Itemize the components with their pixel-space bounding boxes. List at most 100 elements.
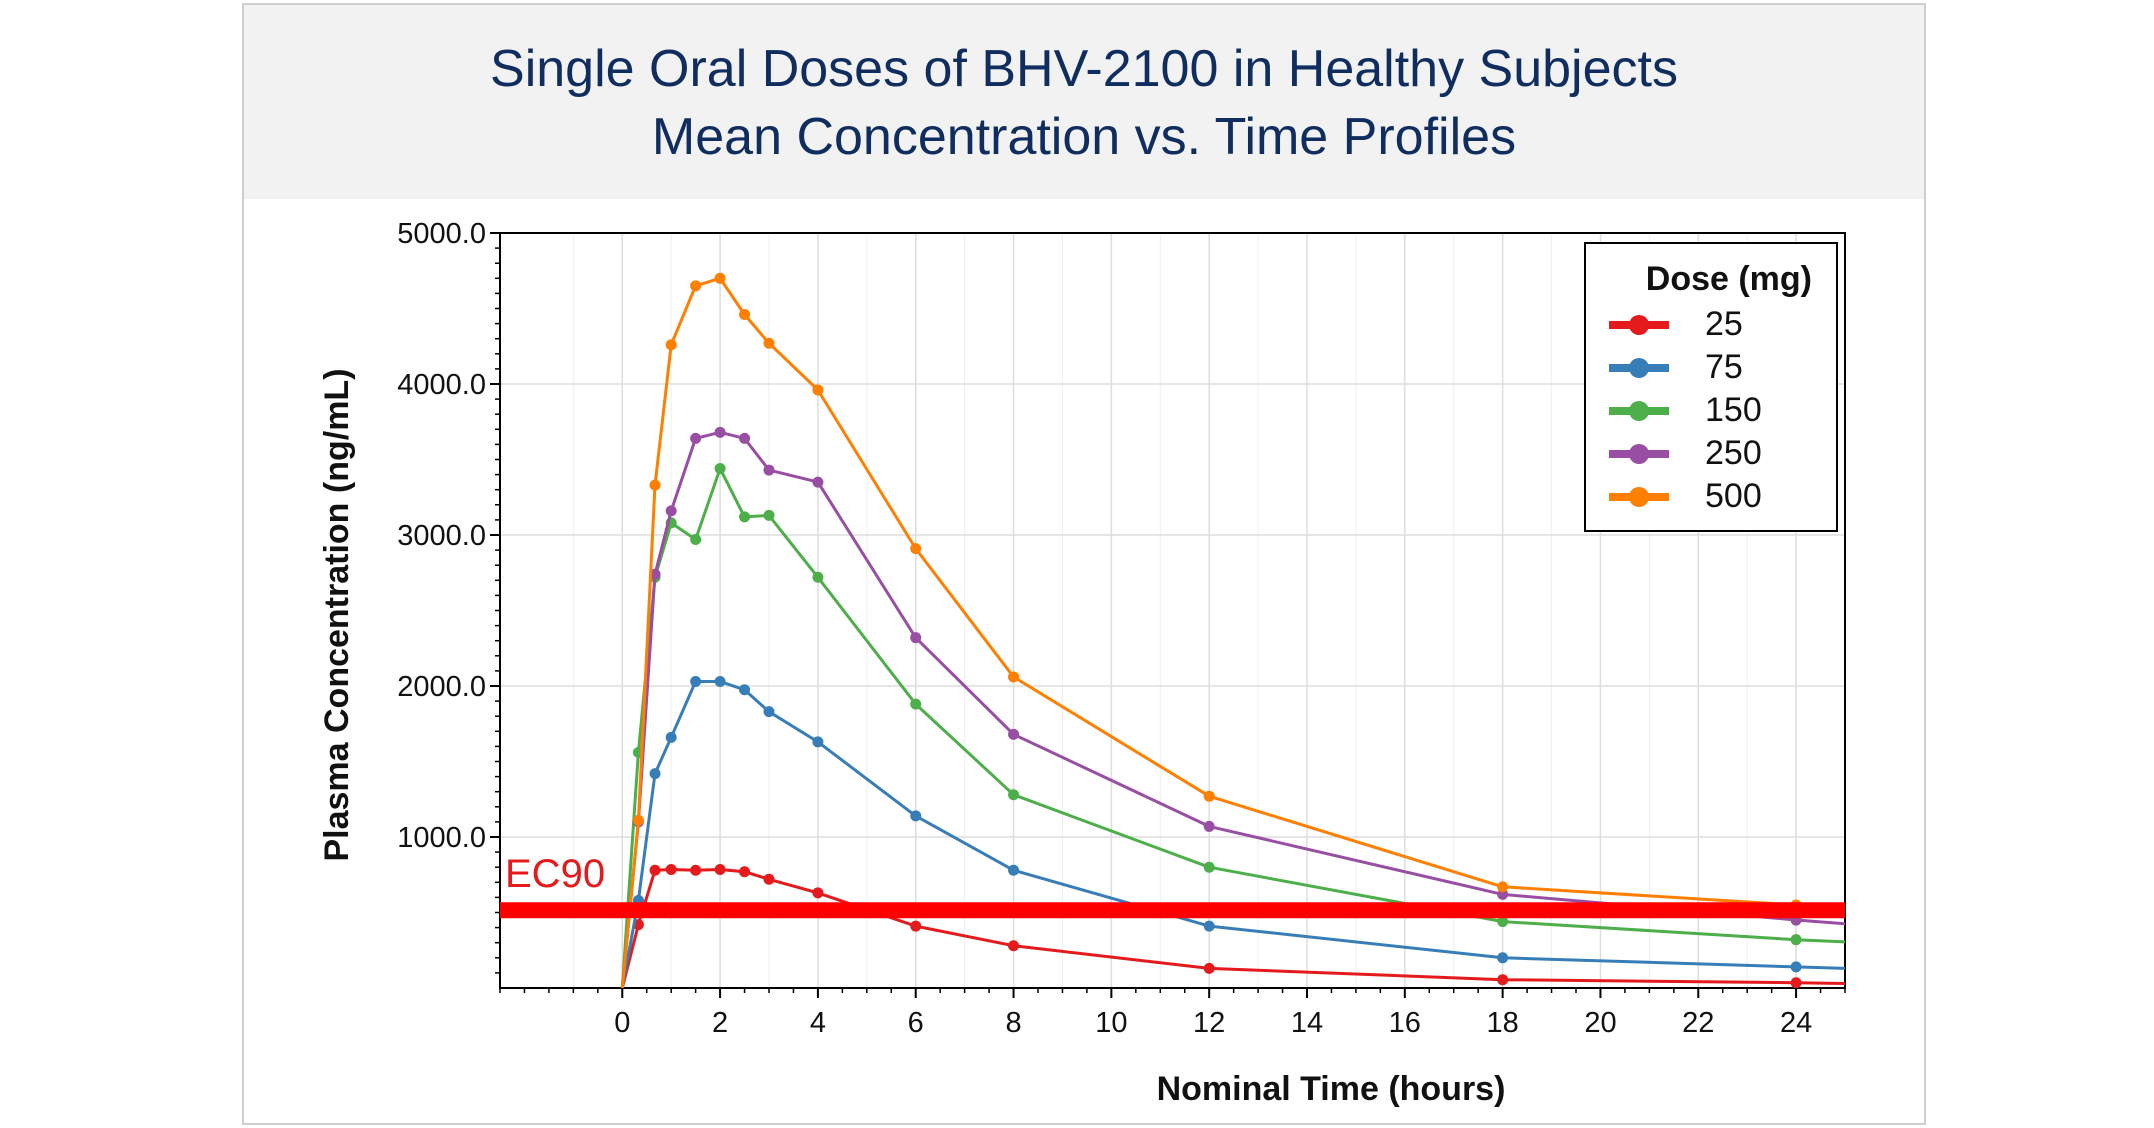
data-point-500 <box>665 339 677 351</box>
x-tick-label: 24 <box>1780 1007 1812 1039</box>
legend-title: Dose (mg) <box>1646 260 1812 298</box>
x-tick-label: 0 <box>614 1007 630 1039</box>
y-tick-label: 3000.0 <box>397 520 486 552</box>
data-point-250 <box>1008 728 1020 740</box>
data-point-250 <box>1203 820 1215 832</box>
x-tick-label: 22 <box>1682 1007 1714 1039</box>
x-tick-label: 20 <box>1584 1007 1616 1039</box>
legend-swatch-marker <box>1629 487 1649 507</box>
x-tick-label: 16 <box>1389 1007 1421 1039</box>
data-point-75 <box>763 706 775 718</box>
data-point-150 <box>690 534 702 546</box>
y-tick-label: 1000.0 <box>397 822 486 854</box>
data-point-25 <box>1497 974 1509 986</box>
data-point-75 <box>714 675 726 687</box>
series-75 <box>620 675 1845 988</box>
data-point-75 <box>739 684 751 696</box>
series-25 <box>620 863 1845 988</box>
data-point-500 <box>1497 881 1509 893</box>
data-point-75 <box>1203 920 1215 932</box>
chart-subtitle: Mean Concentration vs. Time Profiles <box>651 108 1517 166</box>
data-point-250 <box>649 568 661 580</box>
data-point-25 <box>690 864 702 876</box>
data-point-150 <box>1790 934 1802 946</box>
data-point-500 <box>632 814 644 826</box>
legend-swatch-marker <box>1629 401 1649 421</box>
y-tick-label: 5000.0 <box>397 218 486 250</box>
data-point-500 <box>812 384 824 396</box>
data-point-75 <box>649 768 661 780</box>
data-point-75 <box>1497 952 1509 964</box>
data-point-25 <box>812 887 824 899</box>
axes: 0 2 4 6 8 10 12 14 16 18 20 22 241000.02000.03000.04… <box>397 218 1846 1039</box>
data-point-75 <box>812 736 824 748</box>
x-tick-label: 8 <box>1005 1007 1021 1039</box>
data-point-500 <box>649 479 661 491</box>
ec90-label: EC90 <box>505 852 605 896</box>
data-point-25 <box>763 873 775 885</box>
legend-label: 75 <box>1705 348 1743 386</box>
x-tick-label: 2 <box>712 1007 728 1039</box>
legend-label: 250 <box>1705 434 1762 472</box>
data-point-25 <box>714 863 726 875</box>
x-tick-label: 14 <box>1291 1007 1323 1039</box>
legend-box <box>1584 242 1838 532</box>
data-point-150 <box>812 571 824 583</box>
data-point-150 <box>1497 916 1509 928</box>
data-point-25 <box>649 864 661 876</box>
x-tick-label: 12 <box>1193 1007 1225 1039</box>
data-point-250 <box>812 476 824 488</box>
data-point-500 <box>763 337 775 349</box>
y-axis-title: Plasma Concentration (ng/mL) <box>318 368 356 861</box>
data-point-250 <box>690 432 702 444</box>
legend: Dose (mg) 25 75 150 250 500 <box>1584 242 1838 532</box>
data-point-250 <box>714 426 726 438</box>
legend-swatch-marker <box>1629 444 1649 464</box>
series-250 <box>620 426 1845 988</box>
x-tick-label: 4 <box>810 1007 826 1039</box>
data-point-250 <box>665 505 677 517</box>
y-tick-label: 4000.0 <box>397 369 486 401</box>
data-point-25 <box>665 863 677 875</box>
series-500 <box>620 272 1845 988</box>
legend-label: 500 <box>1705 477 1762 515</box>
data-point-25 <box>739 866 751 878</box>
data-point-75 <box>910 810 922 822</box>
data-point-150 <box>739 511 751 523</box>
data-point-150 <box>1203 861 1215 873</box>
data-point-500 <box>690 280 702 292</box>
data-point-250 <box>739 432 751 444</box>
x-tick-label: 10 <box>1095 1007 1127 1039</box>
data-point-250 <box>910 632 922 644</box>
x-axis-title: Nominal Time (hours) <box>1157 1070 1506 1108</box>
legend-label: 150 <box>1705 391 1762 429</box>
data-point-500 <box>910 543 922 555</box>
data-point-150 <box>910 698 922 710</box>
data-point-150 <box>1008 789 1020 801</box>
series-group <box>620 272 1845 988</box>
data-point-150 <box>714 463 726 475</box>
x-tick-label: 18 <box>1487 1007 1519 1039</box>
data-point-250 <box>1497 888 1509 900</box>
data-point-25 <box>1790 977 1802 988</box>
data-point-75 <box>1790 961 1802 973</box>
legend-label: 25 <box>1705 305 1743 343</box>
data-point-25 <box>1008 940 1020 952</box>
data-point-25 <box>1203 962 1215 974</box>
data-point-75 <box>1008 864 1020 876</box>
chart-header: Single Oral Doses of BHV-2100 in Healthy… <box>244 5 1924 199</box>
data-point-25 <box>910 920 922 932</box>
legend-swatch-marker <box>1629 358 1649 378</box>
data-point-500 <box>739 309 751 321</box>
chart-title: Single Oral Doses of BHV-2100 in Healthy… <box>490 40 1678 98</box>
data-point-75 <box>690 675 702 687</box>
y-tick-label: 2000.0 <box>397 671 486 703</box>
axis-labels: Nominal Time (hours) Plasma Concentratio… <box>318 368 1505 1108</box>
data-point-75 <box>665 731 677 743</box>
data-point-500 <box>1008 671 1020 683</box>
data-point-500 <box>1203 790 1215 802</box>
data-point-250 <box>763 464 775 476</box>
ec90-reference: EC90 <box>500 852 1845 919</box>
x-tick-label: 6 <box>908 1007 924 1039</box>
